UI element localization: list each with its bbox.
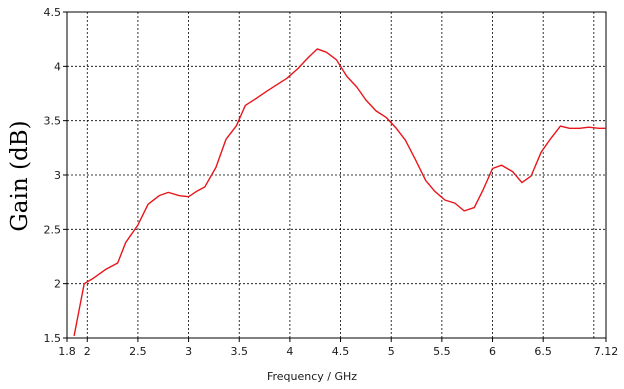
x-tick-label: 5 bbox=[388, 345, 395, 358]
y-tick-label: 4 bbox=[54, 60, 61, 73]
x-tick-label: 6.5 bbox=[534, 345, 552, 358]
y-tick-label: 2.5 bbox=[44, 223, 62, 236]
x-tick-label: 3.5 bbox=[230, 345, 248, 358]
gain-series-line bbox=[73, 48, 606, 336]
x-axis-title: Frequency / GHz bbox=[267, 370, 357, 383]
grid-layer bbox=[67, 12, 606, 338]
y-tick-label: 3.5 bbox=[44, 115, 62, 128]
y-tick-label: 1.5 bbox=[44, 332, 62, 345]
y-axis-title: Gain (dB) bbox=[7, 120, 33, 231]
y-tick-label: 2 bbox=[54, 278, 61, 291]
tick-layer: 1.8 2 2.5 3 3.5 4 4.5 5 5.5 6 6.5 7.12 1.5 2 2.5 3 3.5 4 4… bbox=[44, 6, 619, 358]
x-tick-label: 2.5 bbox=[129, 345, 147, 358]
y-tick-label: 3 bbox=[54, 169, 61, 182]
series-layer bbox=[73, 48, 606, 336]
x-tick-label: 7.12 bbox=[594, 345, 619, 358]
x-tick-label: 4 bbox=[286, 345, 293, 358]
y-tick-label: 4.5 bbox=[44, 6, 62, 19]
x-tick-label: 4.5 bbox=[332, 345, 350, 358]
x-tick-label: 3 bbox=[185, 345, 192, 358]
x-tick-label: 5.5 bbox=[433, 345, 451, 358]
x-tick-label: 6 bbox=[489, 345, 496, 358]
x-tick-label: 2 bbox=[84, 345, 91, 358]
x-tick-label: 1.8 bbox=[58, 345, 76, 358]
